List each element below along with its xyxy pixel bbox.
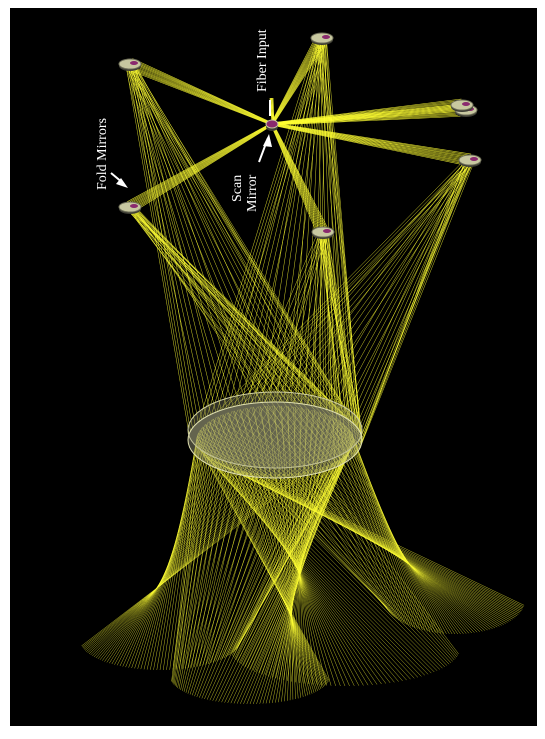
fold-mirror-coating [130, 204, 138, 208]
scan-mirror [266, 120, 278, 128]
fold-mirror [311, 33, 333, 43]
fold-mirror [312, 227, 334, 237]
main-optic [188, 402, 362, 478]
fiber-input-label: Fiber Input [255, 29, 270, 92]
fold-mirror-coating [323, 229, 331, 233]
fold-mirror [119, 59, 141, 69]
fold-mirror [119, 202, 141, 212]
fold-mirrors-label: Fold Mirrors [95, 118, 110, 190]
fold-mirror-coating [462, 102, 470, 106]
fold-mirror-coating [470, 157, 478, 161]
fold-mirror [459, 155, 481, 165]
fold-mirror [451, 100, 473, 110]
fold-mirror-coating [130, 61, 138, 65]
fold-mirror-coating [322, 35, 330, 39]
scan-mirror-label-line1: Scan [230, 175, 245, 202]
scan-mirror-label-line2: Mirror [245, 174, 260, 212]
